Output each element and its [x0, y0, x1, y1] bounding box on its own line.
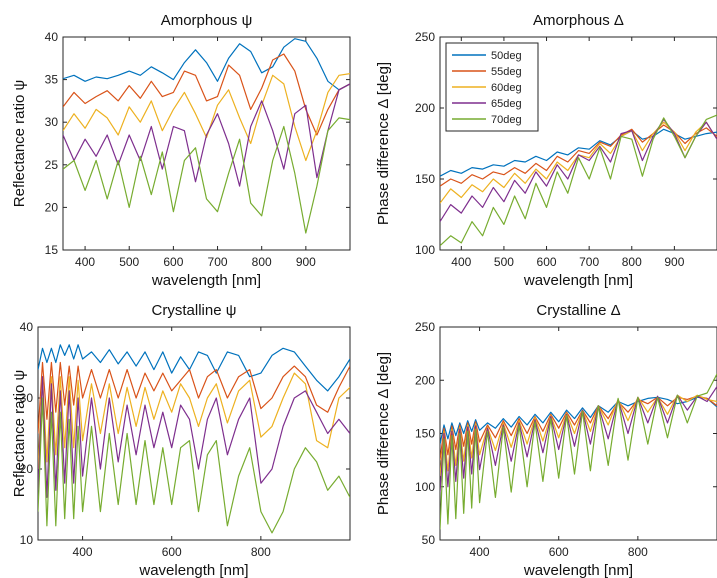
series-line-50deg: [440, 128, 717, 177]
plot-area: [62, 36, 351, 251]
x-tick-label: 800: [622, 255, 642, 269]
series-line-55deg: [38, 361, 350, 434]
x-tick-label: 400: [75, 255, 95, 269]
y-tick-label: 150: [415, 172, 435, 186]
y-tick-label: 250: [415, 320, 435, 334]
series-line-70deg: [440, 373, 717, 530]
legend-entry-50deg: 50deg: [491, 50, 522, 62]
y-tick-label: 50: [422, 533, 436, 547]
x-tick-label: 900: [664, 255, 684, 269]
y-axis-label: Reflectance ratio ψ: [11, 80, 28, 207]
x-axis-label: wavelength [nm]: [523, 272, 633, 289]
series-line-65deg: [63, 83, 350, 187]
x-tick-label: 400: [470, 545, 490, 559]
y-axis-label: Phase difference Δ [deg]: [375, 352, 392, 515]
legend-entry-60deg: 60deg: [491, 82, 522, 94]
y-tick-label: 250: [415, 30, 435, 44]
chart-panel-4: Crystalline Δ 400 600 800 50 100 150 200 250 wave…: [375, 302, 717, 578]
series-line-70deg: [38, 397, 350, 534]
y-tick-label: 40: [45, 30, 59, 44]
x-tick-label: 800: [628, 545, 648, 559]
y-tick-label: 200: [415, 101, 435, 115]
chart-title: Amorphous Δ: [533, 12, 624, 29]
x-tick-label: 700: [208, 255, 228, 269]
y-tick-label: 40: [20, 320, 34, 334]
chart-panel-2: Amorphous Δ 400 500 600 700 800 900 100 150 200 25…: [375, 12, 717, 289]
x-tick-label: 700: [579, 255, 599, 269]
chart-title: Amorphous ψ: [161, 12, 253, 29]
y-tick-label: 20: [20, 462, 34, 476]
chart-title: Crystalline ψ: [152, 302, 237, 319]
y-tick-label: 30: [20, 391, 34, 405]
series-line-65deg: [38, 376, 350, 498]
x-axis-label: wavelength [nm]: [138, 562, 248, 578]
y-tick-label: 35: [45, 73, 59, 87]
legend-entry-70deg: 70deg: [491, 114, 522, 126]
x-tick-label: 600: [549, 545, 569, 559]
series-line-70deg: [440, 114, 717, 247]
x-tick-label: 800: [252, 255, 272, 269]
y-tick-label: 100: [415, 243, 435, 257]
y-tick-label: 15: [45, 243, 59, 257]
series-line-50deg: [38, 344, 350, 392]
y-tick-label: 150: [415, 427, 435, 441]
chart-title: Crystalline Δ: [536, 302, 620, 319]
x-axis-label: wavelength [nm]: [523, 562, 633, 578]
x-tick-label: 600: [163, 255, 183, 269]
y-tick-label: 25: [45, 158, 59, 172]
series-line-70deg: [63, 117, 350, 234]
legend-entry-55deg: 55deg: [491, 66, 522, 78]
y-tick-label: 30: [45, 115, 59, 129]
x-tick-label: 900: [296, 255, 316, 269]
x-tick-label: 400: [451, 255, 471, 269]
plot-area: [439, 326, 717, 541]
series-line-50deg: [440, 396, 717, 445]
series-line-60deg: [38, 372, 350, 470]
y-axis-label: Reflectance ratio ψ: [11, 370, 28, 497]
x-tick-label: 600: [537, 255, 557, 269]
x-tick-label: 500: [494, 255, 514, 269]
y-tick-label: 100: [415, 480, 435, 494]
series-line-65deg: [440, 118, 717, 222]
legend-entry-65deg: 65deg: [491, 98, 522, 110]
chart-panel-3: Crystalline ψ 400 600 800 10 20 30 40 wavelength…: [11, 302, 351, 578]
series-line-55deg: [63, 53, 350, 136]
plot-area: [37, 326, 351, 541]
y-tick-label: 20: [45, 200, 59, 214]
x-tick-label: 800: [251, 545, 271, 559]
series-line-50deg: [63, 38, 350, 91]
series-line-65deg: [440, 386, 717, 493]
y-tick-label: 200: [415, 373, 435, 387]
x-tick-label: 400: [73, 545, 93, 559]
chart-panel-1: Amorphous ψ 400 500 600 700 800 900 15 20 25 30 35 4…: [11, 12, 351, 289]
series-line-55deg: [440, 395, 717, 461]
x-tick-label: 500: [119, 255, 139, 269]
y-axis-label: Phase difference Δ [deg]: [375, 62, 392, 225]
x-tick-label: 600: [162, 545, 182, 559]
x-axis-label: wavelength [nm]: [151, 272, 261, 289]
y-tick-label: 10: [20, 533, 34, 547]
